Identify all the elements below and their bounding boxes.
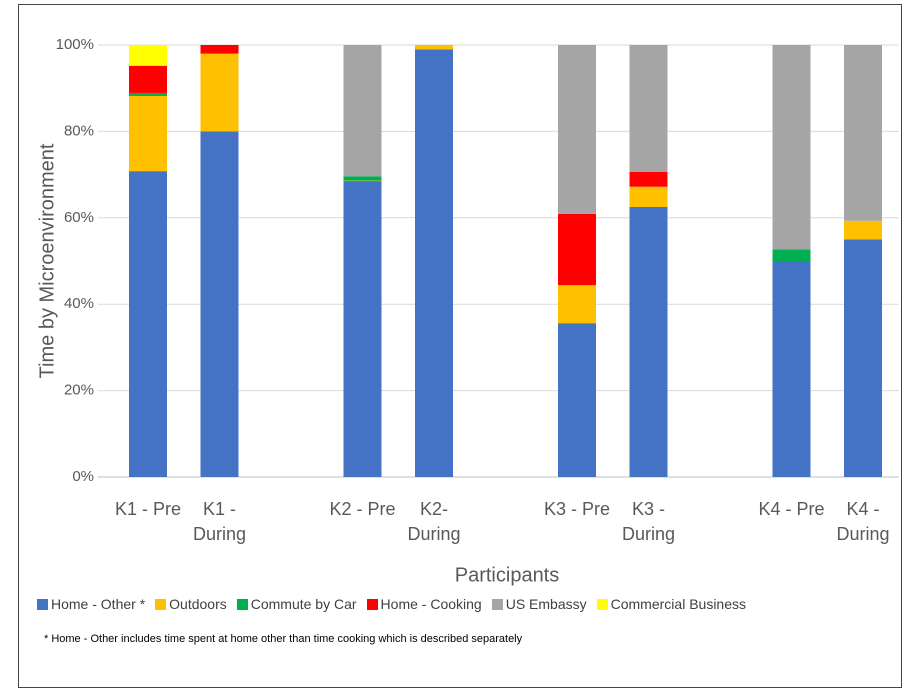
bar-segment: [129, 45, 167, 66]
legend-item: Outdoors: [155, 596, 227, 612]
y-tick-label: 20%: [64, 382, 94, 399]
bar-segment: [558, 285, 596, 324]
x-tick-label: K1 - Pre: [114, 499, 182, 519]
bar-segment: [129, 65, 167, 93]
bar-segment: [844, 220, 882, 240]
bar-segment: [415, 45, 453, 50]
bar-segment: [629, 172, 668, 187]
bar-segment: [772, 45, 811, 250]
legend-swatch: [491, 599, 503, 610]
y-axis-label: Time by Microenvironment: [36, 143, 58, 378]
legend: Home - Other * Outdoors Commute by Car Home…: [37, 596, 746, 612]
bar-segment: [558, 45, 596, 214]
legend-item: Home - Other *: [37, 596, 145, 612]
bar-segment: [844, 239, 882, 477]
x-tick-label: K2- During: [407, 499, 461, 544]
x-tick-label: K4 - During: [836, 499, 890, 544]
bar-segment: [200, 131, 239, 477]
bar-segment: [343, 176, 382, 181]
legend-label: Commercial Business: [610, 596, 746, 612]
x-tick-label: K3 - Pre: [543, 499, 611, 519]
bar-segment: [772, 249, 811, 261]
legend-label: Home - Other *: [51, 596, 146, 612]
bar-segment: [200, 45, 239, 54]
legend-item: Commute by Car: [236, 596, 357, 612]
x-tick-label: K3 - During: [621, 499, 676, 544]
footnote: * Home - Other includes time spent at ho…: [44, 633, 523, 645]
bar-segment: [129, 171, 167, 478]
bar-segment: [629, 186, 668, 207]
bar-segment: [844, 45, 882, 221]
bar-segment: [772, 261, 811, 477]
legend-swatch: [596, 599, 608, 610]
bar-segment: [200, 53, 239, 132]
legend-swatch: [37, 599, 48, 610]
bar-segment: [343, 45, 382, 177]
legend-label: Commute by Car: [250, 596, 357, 612]
bar-segment: [558, 323, 596, 477]
x-tick-label: K1 - During: [192, 499, 247, 544]
frame: [18, 4, 902, 688]
x-tick-label: K2 - Pre: [329, 499, 396, 519]
bar-segment: [629, 45, 668, 173]
y-tick-label: 0%: [72, 468, 94, 485]
legend-swatch: [236, 599, 248, 610]
legend-swatch: [155, 599, 167, 610]
legend-swatch: [366, 599, 378, 610]
legend-item: Commercial Business: [596, 596, 746, 612]
bar-segment: [129, 92, 167, 96]
legend-label: US Embassy: [505, 596, 587, 612]
bar-segment: [415, 49, 453, 477]
legend-label: Outdoors: [169, 596, 227, 612]
legend-label: Home - Cooking: [380, 596, 482, 612]
bar-segment: [558, 213, 596, 286]
y-tick-label: 100%: [56, 36, 94, 53]
bar-segment: [629, 207, 668, 477]
x-tick-label: K4 - Pre: [758, 499, 825, 519]
y-tick-label: 80%: [64, 122, 94, 139]
y-tick-label: 60%: [64, 209, 94, 226]
bar-segment: [343, 181, 382, 477]
legend-item: Home - Cooking: [366, 596, 482, 612]
x-axis-label: Participants: [455, 564, 560, 586]
y-tick-label: 40%: [64, 295, 94, 312]
bar-segment: [129, 95, 167, 172]
legend-item: US Embassy: [491, 596, 587, 612]
